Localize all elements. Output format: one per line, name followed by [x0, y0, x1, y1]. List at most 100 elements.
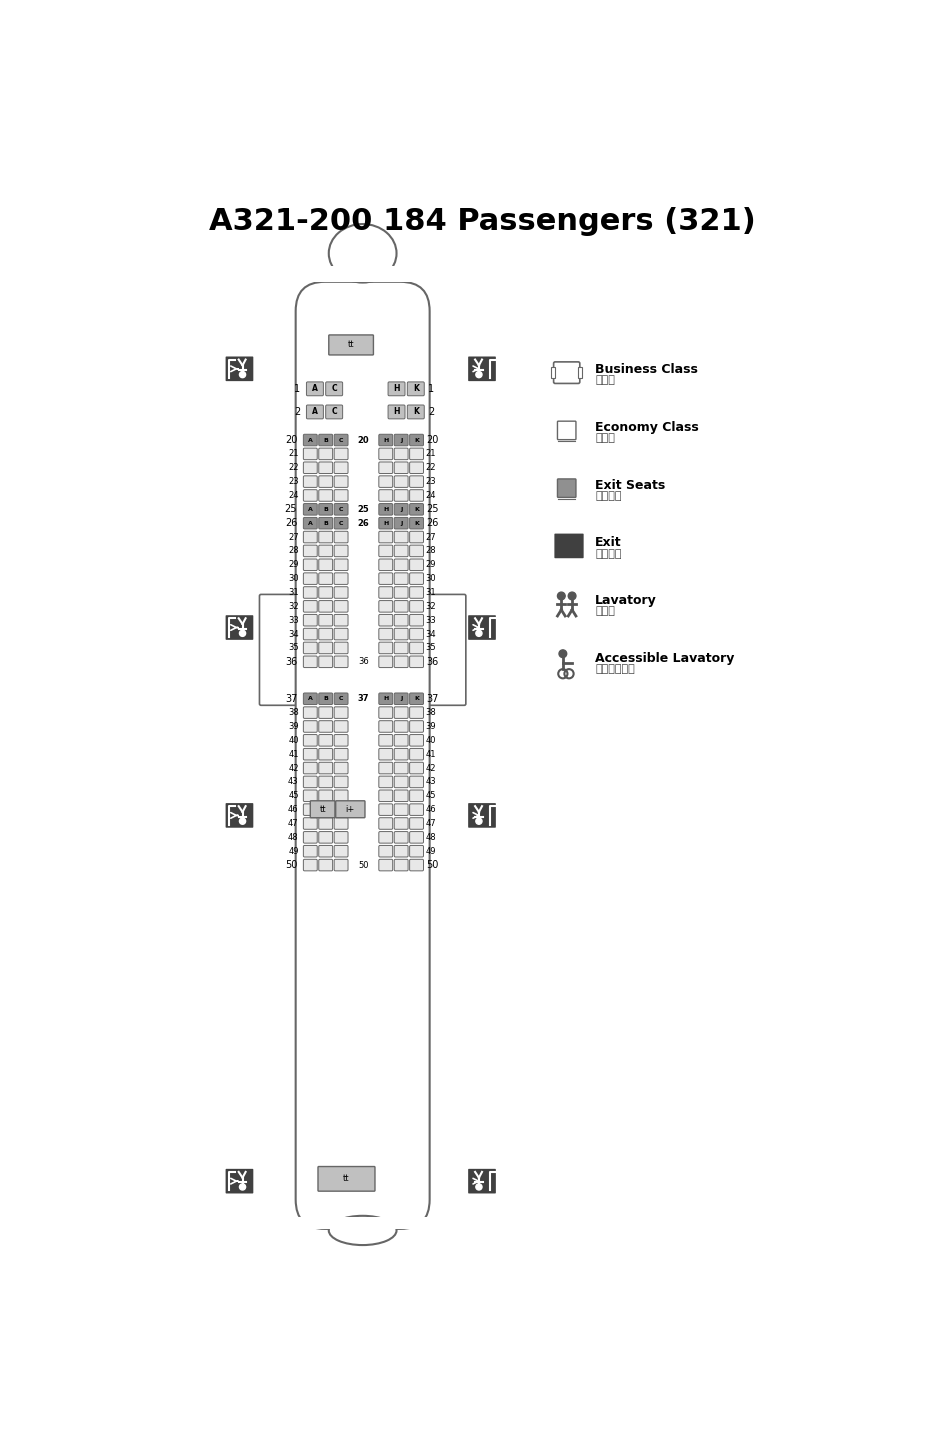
- Text: C: C: [339, 521, 343, 526]
- Text: A: A: [312, 384, 317, 393]
- Ellipse shape: [329, 1215, 397, 1246]
- FancyBboxPatch shape: [394, 615, 408, 626]
- FancyBboxPatch shape: [326, 381, 343, 396]
- Circle shape: [568, 592, 576, 600]
- FancyBboxPatch shape: [303, 721, 317, 732]
- FancyBboxPatch shape: [334, 503, 348, 515]
- Circle shape: [476, 1183, 482, 1190]
- Text: K: K: [414, 521, 419, 526]
- FancyBboxPatch shape: [394, 845, 408, 857]
- Text: 35: 35: [426, 644, 436, 652]
- Text: C: C: [339, 507, 343, 512]
- Text: 21: 21: [288, 450, 299, 458]
- FancyBboxPatch shape: [379, 776, 393, 787]
- Circle shape: [476, 371, 482, 377]
- Text: Accessible Lavatory: Accessible Lavatory: [595, 652, 735, 666]
- FancyBboxPatch shape: [334, 448, 348, 460]
- FancyBboxPatch shape: [318, 763, 333, 774]
- FancyBboxPatch shape: [379, 845, 393, 857]
- Text: 29: 29: [426, 560, 436, 570]
- FancyBboxPatch shape: [334, 518, 348, 529]
- FancyBboxPatch shape: [318, 706, 333, 718]
- FancyBboxPatch shape: [379, 706, 393, 718]
- FancyBboxPatch shape: [296, 281, 430, 1230]
- Text: K: K: [414, 438, 419, 442]
- FancyBboxPatch shape: [334, 776, 348, 787]
- FancyBboxPatch shape: [394, 463, 408, 474]
- FancyBboxPatch shape: [410, 721, 424, 732]
- FancyBboxPatch shape: [303, 503, 317, 515]
- Text: 47: 47: [288, 819, 299, 828]
- Text: B: B: [323, 507, 328, 512]
- FancyBboxPatch shape: [318, 655, 333, 667]
- FancyBboxPatch shape: [394, 448, 408, 460]
- Text: K: K: [413, 407, 419, 416]
- FancyBboxPatch shape: [334, 763, 348, 774]
- FancyBboxPatch shape: [310, 800, 335, 818]
- FancyBboxPatch shape: [379, 803, 393, 815]
- Text: 27: 27: [288, 532, 299, 541]
- FancyBboxPatch shape: [379, 490, 393, 502]
- FancyBboxPatch shape: [318, 803, 333, 815]
- FancyBboxPatch shape: [410, 748, 424, 760]
- FancyBboxPatch shape: [318, 748, 333, 760]
- Text: 37: 37: [284, 693, 298, 703]
- FancyBboxPatch shape: [410, 693, 424, 705]
- Text: A: A: [308, 438, 313, 442]
- Text: 24: 24: [426, 492, 436, 500]
- Text: Lavatory: Lavatory: [595, 594, 657, 608]
- FancyBboxPatch shape: [555, 534, 584, 558]
- FancyBboxPatch shape: [410, 776, 424, 787]
- FancyBboxPatch shape: [410, 503, 424, 515]
- Text: C: C: [339, 438, 343, 442]
- FancyBboxPatch shape: [394, 832, 408, 842]
- FancyBboxPatch shape: [379, 560, 393, 570]
- Text: 48: 48: [426, 832, 436, 842]
- FancyBboxPatch shape: [410, 763, 424, 774]
- Text: 經濟鉙: 經濟鉙: [595, 434, 615, 444]
- FancyBboxPatch shape: [394, 628, 408, 639]
- FancyBboxPatch shape: [303, 490, 317, 502]
- Text: 40: 40: [288, 735, 299, 745]
- Text: H: H: [383, 521, 388, 526]
- Text: 49: 49: [426, 847, 436, 856]
- FancyBboxPatch shape: [379, 790, 393, 802]
- FancyBboxPatch shape: [334, 545, 348, 557]
- FancyBboxPatch shape: [394, 531, 408, 542]
- Text: 46: 46: [288, 805, 299, 813]
- FancyBboxPatch shape: [225, 1169, 253, 1193]
- FancyBboxPatch shape: [410, 628, 424, 639]
- Circle shape: [476, 818, 482, 824]
- Bar: [578, 367, 582, 378]
- FancyBboxPatch shape: [334, 476, 348, 487]
- FancyBboxPatch shape: [318, 545, 333, 557]
- FancyBboxPatch shape: [410, 463, 424, 474]
- Text: J: J: [400, 696, 402, 702]
- FancyBboxPatch shape: [306, 405, 323, 419]
- FancyBboxPatch shape: [318, 818, 333, 829]
- Text: 28: 28: [288, 547, 299, 555]
- Circle shape: [239, 818, 246, 824]
- FancyBboxPatch shape: [379, 818, 393, 829]
- Circle shape: [558, 592, 565, 600]
- FancyBboxPatch shape: [318, 845, 333, 857]
- FancyBboxPatch shape: [379, 600, 393, 612]
- FancyBboxPatch shape: [394, 560, 408, 570]
- Text: 緊急出口: 緊急出口: [595, 548, 622, 558]
- Bar: [298, 267, 428, 281]
- Text: 42: 42: [288, 764, 299, 773]
- FancyBboxPatch shape: [318, 434, 333, 445]
- Text: J: J: [400, 507, 402, 512]
- FancyBboxPatch shape: [318, 476, 333, 487]
- FancyBboxPatch shape: [554, 362, 579, 383]
- Text: 23: 23: [288, 477, 299, 486]
- Text: H: H: [383, 507, 388, 512]
- Text: 37: 37: [358, 695, 369, 703]
- Text: 26: 26: [284, 518, 298, 528]
- FancyBboxPatch shape: [410, 560, 424, 570]
- Text: 29: 29: [288, 560, 299, 570]
- Text: 34: 34: [288, 629, 299, 638]
- FancyBboxPatch shape: [410, 735, 424, 747]
- Circle shape: [239, 1183, 246, 1190]
- FancyBboxPatch shape: [394, 803, 408, 815]
